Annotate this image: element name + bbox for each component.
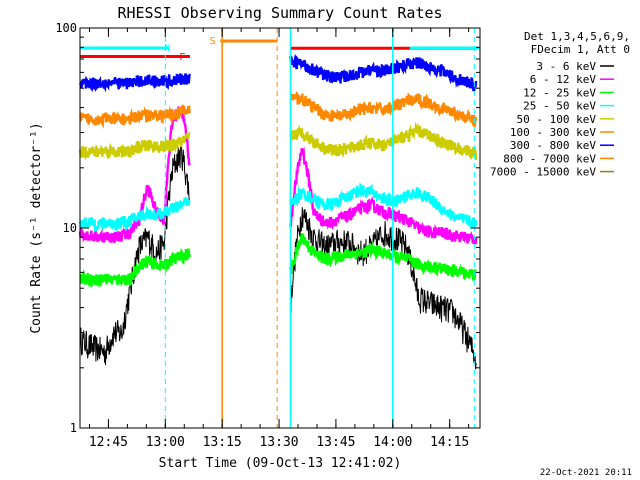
legend-label: 100 - 300 keV: [510, 126, 596, 139]
series-6-line-1: [289, 53, 478, 92]
series-0-line-1: [289, 207, 477, 370]
series-5-line-1: [289, 91, 478, 128]
series-6-line-0: [78, 73, 191, 93]
legend-label: 12 - 25 keV: [523, 86, 596, 99]
series-2-line-0: [79, 247, 191, 289]
y-tick-label: 10: [63, 221, 77, 235]
legend: Det 1,3,4,5,6,9,FDecim 1, Att 0 3 - 6 keV…: [490, 30, 630, 179]
x-tick-label: 12:45: [89, 435, 128, 450]
y-tick-label: 1: [70, 421, 77, 435]
plot-area: NF S: [78, 28, 480, 428]
x-tick-label: 13:15: [203, 435, 242, 450]
x-tick-label: 13:30: [259, 435, 298, 450]
y-axis-label: Count Rate (s⁻¹ detector⁻¹): [29, 122, 44, 333]
annotation-f: F: [179, 52, 185, 63]
legend-label: 25 - 50 keV: [523, 100, 596, 113]
x-axis-label: Start Time (09-Oct-13 12:41:02): [159, 456, 402, 471]
series-3-line-1: [289, 181, 478, 230]
legend-header-line: Det 1,3,4,5,6,9,: [524, 30, 630, 43]
legend-label: 300 - 800 keV: [510, 139, 596, 152]
series-3-line-0: [78, 197, 191, 233]
series-2-line-1: [289, 232, 477, 281]
legend-label: 800 - 7000 keV: [503, 152, 596, 165]
y-tick-label: 100: [55, 21, 77, 35]
series-1-line-0: [78, 106, 191, 244]
chart-title: RHESSI Observing Summary Count Rates: [117, 4, 442, 22]
series-5-line-0: [78, 103, 191, 129]
annotation-n: N: [164, 43, 170, 54]
legend-header-line: FDecim 1, Att 0: [531, 43, 630, 56]
legend-label: 7000 - 15000 keV: [490, 166, 596, 179]
series-1-line-1: [289, 146, 478, 245]
annotation-s: S: [210, 36, 216, 47]
x-tick-label: 14:15: [430, 435, 469, 450]
series-4-line-1: [289, 121, 478, 161]
axes: 1 10 100 12:45 13:00 13:15 13:30 13:45 14:00 14:1…: [55, 21, 481, 450]
legend-label: 3 - 6 keV: [536, 60, 596, 73]
footer-timestamp: 22-Oct-2021 20:11: [540, 468, 632, 478]
x-tick-label: 13:45: [316, 435, 355, 450]
series-0-line-0: [79, 141, 191, 366]
x-tick-label: 14:00: [373, 435, 412, 450]
legend-label: 6 - 12 keV: [530, 73, 597, 86]
series-4-line-0: [78, 131, 191, 161]
x-tick-label: 13:00: [146, 435, 185, 450]
legend-label: 50 - 100 keV: [517, 113, 597, 126]
